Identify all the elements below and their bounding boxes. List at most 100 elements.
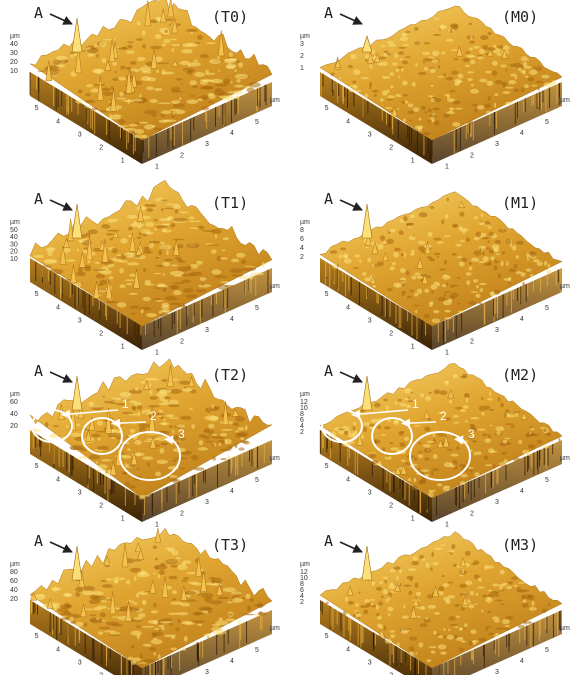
surface-texture: [503, 628, 510, 630]
surface-texture: [243, 614, 255, 616]
surface-texture: [403, 628, 412, 630]
surface-texture: [448, 595, 455, 598]
surface-texture: [477, 105, 484, 109]
panel-label: (M3): [502, 536, 538, 554]
surface-texture: [382, 76, 390, 79]
x-tick-label: 3: [78, 131, 82, 138]
surface-texture: [208, 610, 212, 613]
surface-texture: [480, 35, 488, 40]
surface-texture: [425, 396, 431, 401]
surface-texture: [102, 459, 112, 462]
surface-texture: [158, 625, 164, 628]
figure: A(T0)µm403020105432112345µmA(M0)µm321543…: [0, 0, 579, 675]
surface-texture: [441, 219, 444, 224]
surface-texture: [155, 225, 168, 228]
surface-texture: [538, 87, 540, 90]
surface-texture: [384, 625, 387, 630]
surface-texture: [167, 217, 172, 221]
surface-texture: [451, 71, 458, 75]
surface-texture: [410, 577, 413, 581]
y-tick-label: 4: [230, 316, 234, 323]
surface-texture: [444, 317, 452, 319]
x-tick-label: 3: [78, 317, 82, 324]
surface-texture: [89, 617, 102, 622]
surface-texture: [258, 611, 263, 615]
surface-texture: [235, 443, 238, 449]
surface-texture: [144, 110, 157, 115]
surface-texture: [494, 103, 496, 108]
surface-texture: [344, 258, 352, 263]
panel: A(M2)µm121086425432112345µm123: [300, 362, 570, 529]
y-tick-label: 2: [180, 510, 184, 517]
surface-texture: [85, 106, 92, 108]
surface-texture: [517, 582, 525, 584]
surface-texture: [494, 265, 498, 270]
y-tick-label: 3: [495, 141, 499, 148]
surface-texture: [451, 253, 457, 255]
surface-texture: [488, 434, 491, 438]
surface-texture: [138, 225, 141, 229]
surface-texture: [82, 50, 85, 52]
surface-texture: [142, 456, 153, 460]
surface-texture: [173, 111, 175, 115]
surface-texture: [456, 638, 463, 640]
surface-texture: [460, 376, 466, 378]
surface-texture: [211, 627, 223, 632]
surface-texture: [527, 59, 529, 61]
surface-texture: [249, 82, 261, 87]
surface-texture: [158, 250, 162, 255]
surface-texture: [222, 237, 229, 240]
surface-texture: [363, 609, 368, 614]
surface-texture: [397, 67, 404, 69]
surface-texture: [75, 587, 83, 592]
surface-texture: [139, 307, 151, 311]
surface-texture: [211, 434, 218, 436]
surface-texture: [415, 310, 417, 314]
surface-texture: [331, 432, 336, 437]
y-tick-label: 5: [255, 305, 259, 312]
surface-texture: [211, 249, 217, 253]
surface-texture: [143, 297, 151, 301]
surface-texture: [530, 432, 535, 436]
surface-texture: [240, 440, 247, 443]
surface-texture: [481, 237, 489, 240]
surface-texture: [188, 220, 201, 222]
panel: A(T3)µm806040205432112345µm: [10, 528, 280, 675]
surface-texture: [409, 652, 418, 656]
surface-texture: [229, 58, 237, 61]
surface-texture: [348, 65, 353, 68]
region-label: 1: [412, 397, 419, 411]
surface-texture: [428, 605, 436, 609]
surface-texture: [477, 428, 486, 430]
surface-texture: [430, 98, 434, 102]
surface-texture: [208, 101, 213, 103]
surface-texture: [162, 44, 166, 47]
surface-texture: [122, 67, 132, 69]
surface-texture: [128, 226, 133, 230]
surface-texture: [101, 88, 110, 92]
surface-texture: [166, 204, 180, 206]
surface-texture: [227, 446, 232, 450]
surface-texture: [136, 38, 143, 41]
surface-texture: [142, 44, 146, 49]
surface-texture: [158, 655, 161, 659]
y-tick-label: 4: [230, 130, 234, 137]
surface-texture: [366, 602, 371, 607]
axis-unit: µm: [270, 283, 280, 290]
surface-texture: [369, 64, 372, 68]
surface-texture: [504, 412, 507, 417]
surface-texture: [47, 251, 52, 257]
surface-texture: [102, 584, 113, 588]
surface-texture: [417, 288, 422, 293]
surface-texture: [386, 239, 394, 244]
surface-texture: [140, 495, 151, 497]
region-arrow: [455, 439, 464, 440]
surface-texture: [496, 431, 500, 435]
surface-texture: [148, 620, 158, 624]
surface-texture: [420, 394, 424, 398]
surface-texture: [133, 402, 141, 406]
surface-texture: [106, 622, 119, 626]
surface-texture: [130, 631, 141, 636]
surface-texture: [405, 56, 410, 58]
surface-texture: [388, 592, 393, 597]
